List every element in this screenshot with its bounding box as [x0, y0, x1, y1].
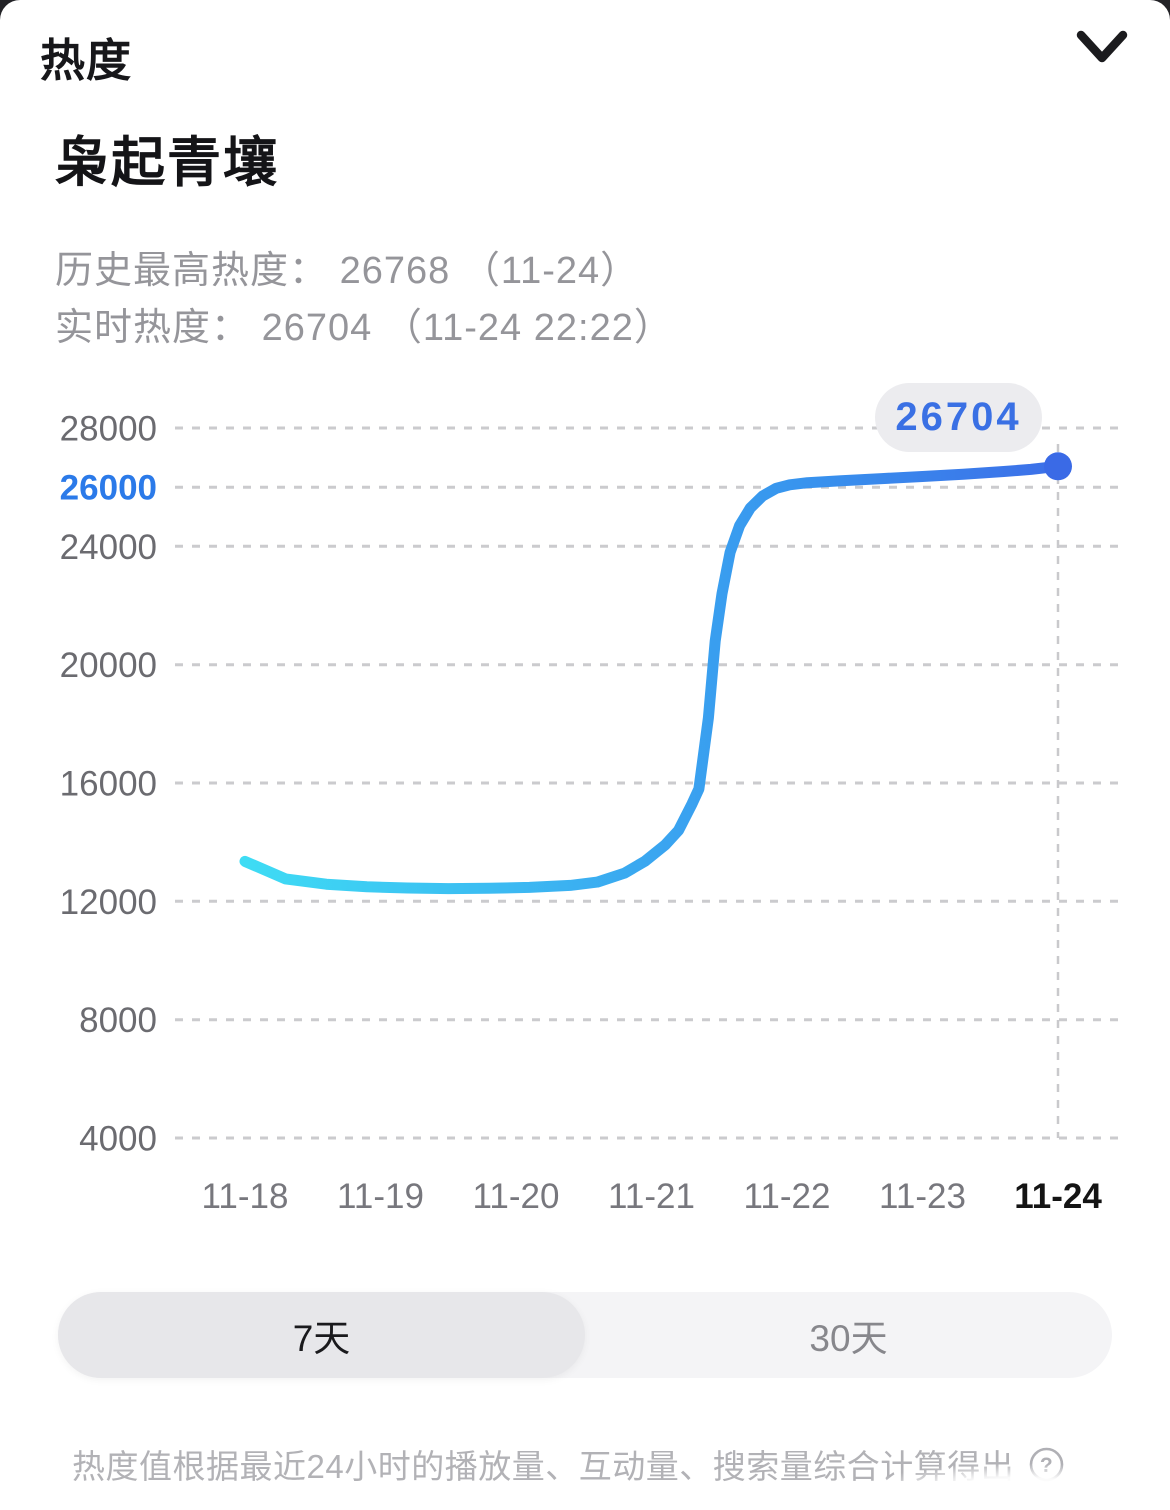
heat-chart-svg: 28000 26000 24000 20000 16000 12000 8000 4000 11… — [60, 410, 1125, 1216]
drama-title: 枭起青壤 — [55, 133, 279, 193]
chevron-down-icon — [1074, 30, 1130, 73]
y-axis-tick: 4000 — [79, 1120, 157, 1159]
tab-7-days[interactable]: 7天 — [58, 1292, 585, 1378]
y-axis-tick: 12000 — [60, 883, 157, 922]
range-tab-bar: 7天 30天 — [58, 1292, 1112, 1378]
realtime-heat-time: （11-24 22:22） — [383, 307, 673, 349]
heat-stats: 历史最高热度： 26768 （11-24） 实时热度： 26704 （11-24… — [55, 243, 673, 357]
peak-heat-date: （11-24） — [461, 250, 640, 292]
heat-footnote: 热度值根据最近24小时的播放量、互动量、搜索量综合计算得出 ? — [72, 1440, 1065, 1488]
x-axis-tick-active: 11-24 — [1014, 1177, 1102, 1216]
realtime-heat-label: 实时热度： — [55, 307, 251, 349]
x-axis-tick: 11-20 — [473, 1177, 560, 1216]
tab-30-days[interactable]: 30天 — [585, 1292, 1112, 1378]
y-axis-tick: 8000 — [79, 1001, 157, 1040]
realtime-heat-row: 实时热度： 26704 （11-24 22:22） — [55, 300, 673, 357]
collapse-panel-button[interactable] — [1074, 26, 1130, 70]
endpoint-dot — [1044, 452, 1072, 481]
heat-chart: 28000 26000 24000 20000 16000 12000 8000 4000 11… — [0, 380, 1170, 1240]
y-axis-tick: 16000 — [60, 765, 157, 804]
peak-heat-row: 历史最高热度： 26768 （11-24） — [55, 243, 673, 300]
svg-text:?: ? — [1040, 1454, 1053, 1477]
footnote-text: 热度值根据最近24小时的播放量、互动量、搜索量综合计算得出 — [72, 1448, 1015, 1485]
y-axis-tick: 24000 — [60, 528, 157, 567]
peak-heat-value: 26768 — [339, 250, 451, 292]
panel-title: 热度 — [40, 35, 133, 86]
x-axis-tick: 11-22 — [744, 1177, 831, 1216]
x-axis-tick: 11-18 — [202, 1177, 289, 1216]
question-circle-icon[interactable]: ? — [1028, 1446, 1065, 1483]
x-axis-tick: 11-21 — [608, 1177, 695, 1216]
y-axis-tick-highlighted: 26000 — [60, 469, 157, 508]
realtime-heat-value: 26704 — [261, 307, 373, 349]
y-axis-tick: 28000 — [60, 410, 157, 449]
heat-line — [239, 460, 1064, 895]
current-value-badge: 26704 — [875, 383, 1042, 452]
peak-heat-label: 历史最高热度： — [55, 250, 329, 292]
y-axis-tick: 20000 — [60, 646, 157, 685]
x-axis-tick: 11-23 — [879, 1177, 966, 1216]
x-axis-tick: 11-19 — [337, 1177, 424, 1216]
